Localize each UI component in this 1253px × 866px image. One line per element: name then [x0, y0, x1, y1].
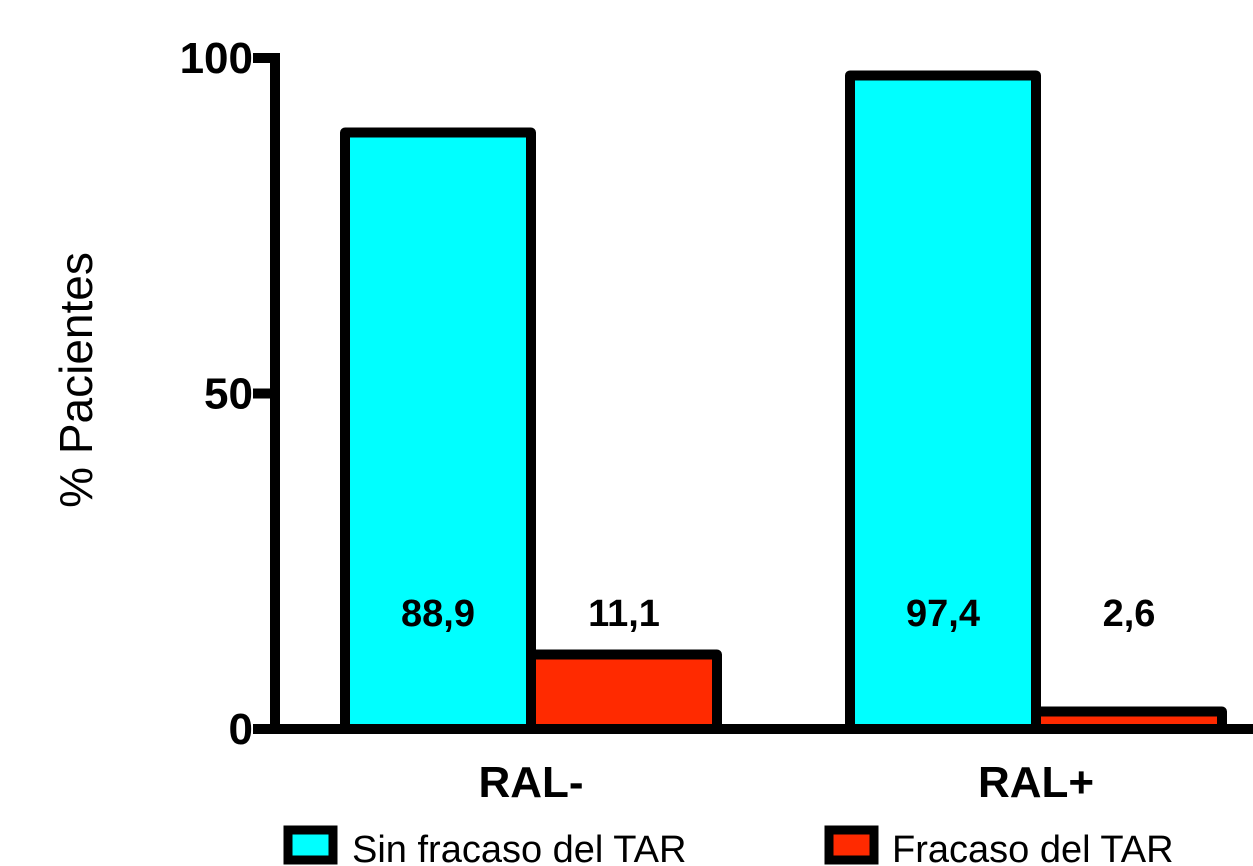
y-tick-label: 100 — [180, 34, 253, 83]
legend-label-fracaso: Fracaso del TAR — [892, 829, 1174, 866]
y-axis-label: % Pacientes — [50, 252, 102, 508]
y-tick-label: 0 — [229, 705, 253, 754]
bars-group — [340, 70, 1227, 735]
y-ticks-group: 0 50 100 — [180, 34, 275, 754]
legend-swatch-fracaso — [824, 825, 879, 865]
data-label: 97,4 — [906, 593, 980, 635]
bar-sin-fracaso-ral-plus — [845, 70, 1041, 735]
x-tick-label: RAL- — [478, 758, 583, 807]
data-label: 11,1 — [588, 593, 660, 635]
data-labels-group: 88,9 11,1 97,4 2,6 — [401, 593, 1155, 635]
bar-fracaso-ral-minus — [526, 649, 722, 734]
data-label: 2,6 — [1103, 593, 1156, 635]
bar-sin-fracaso-ral-minus — [340, 127, 536, 734]
x-tick-label: RAL+ — [978, 758, 1094, 807]
legend-swatch-sin-fracaso — [283, 825, 338, 865]
legend: Sin fracaso del TAR Fracaso del TAR — [283, 825, 1174, 866]
x-labels-group: RAL- RAL+ — [478, 758, 1094, 807]
y-tick-label: 50 — [204, 370, 253, 419]
data-label: 88,9 — [401, 593, 475, 635]
legend-label-sin-fracaso: Sin fracaso del TAR — [352, 829, 686, 866]
